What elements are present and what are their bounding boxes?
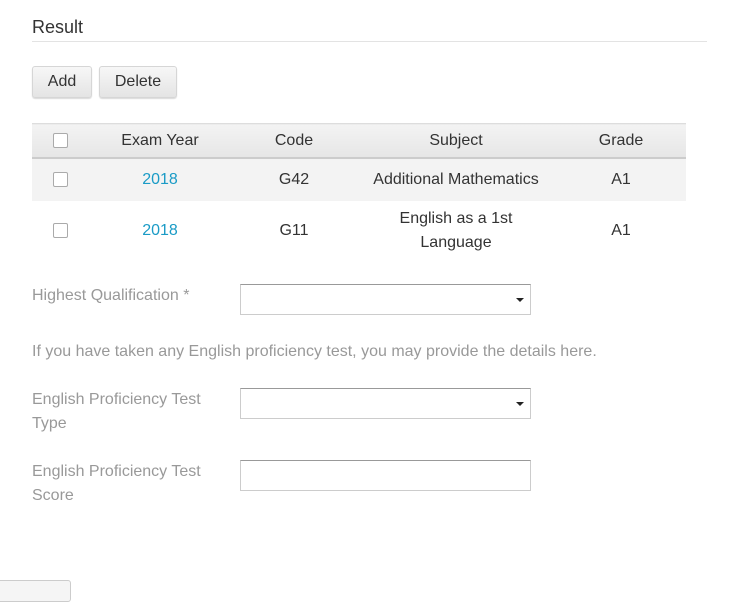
code-cell: G42 [232,158,356,201]
table-row: 2018 G42 Additional Mathematics A1 [32,158,686,201]
exam-year-link[interactable]: 2018 [142,171,178,188]
header-subject[interactable]: Subject [356,123,556,159]
proficiency-note: If you have taken any English proficienc… [32,343,597,360]
header-exam-year[interactable]: Exam Year [88,123,232,159]
subject-cell: English as a 1st Language [399,209,513,251]
row-checkbox[interactable] [52,222,68,238]
select-all-checkbox[interactable] [52,132,68,148]
row-checkbox[interactable] [52,172,68,188]
subject-cell: Additional Mathematics [356,158,556,201]
results-table: Exam Year Code Subject Grade 2018 G42 Ad… [32,123,686,260]
grade-cell: A1 [611,221,631,239]
chevron-down-icon [516,298,524,302]
header-grade[interactable]: Grade [556,123,686,159]
highest-qualification-label: Highest Qualification * [32,287,190,304]
header-code[interactable]: Code [232,123,356,159]
chevron-down-icon [516,402,524,406]
test-score-input[interactable] [240,460,531,491]
table-row: 2018 G11 English as a 1st Language A1 [32,201,686,260]
highest-qualification-select[interactable] [240,284,531,315]
table-header: Exam Year Code Subject Grade [32,123,686,159]
add-button[interactable]: Add [32,66,92,98]
partial-button[interactable] [0,580,71,602]
section-title: Result [32,17,84,37]
divider [32,41,707,42]
code-cell: G11 [279,221,309,239]
test-type-select[interactable] [240,388,531,419]
exam-year-link[interactable]: 2018 [142,221,178,239]
delete-button[interactable]: Delete [99,66,177,98]
test-type-label: English Proficiency Test Type [32,391,201,432]
test-score-label: English Proficiency Test Score [32,463,201,504]
grade-cell: A1 [556,158,686,201]
